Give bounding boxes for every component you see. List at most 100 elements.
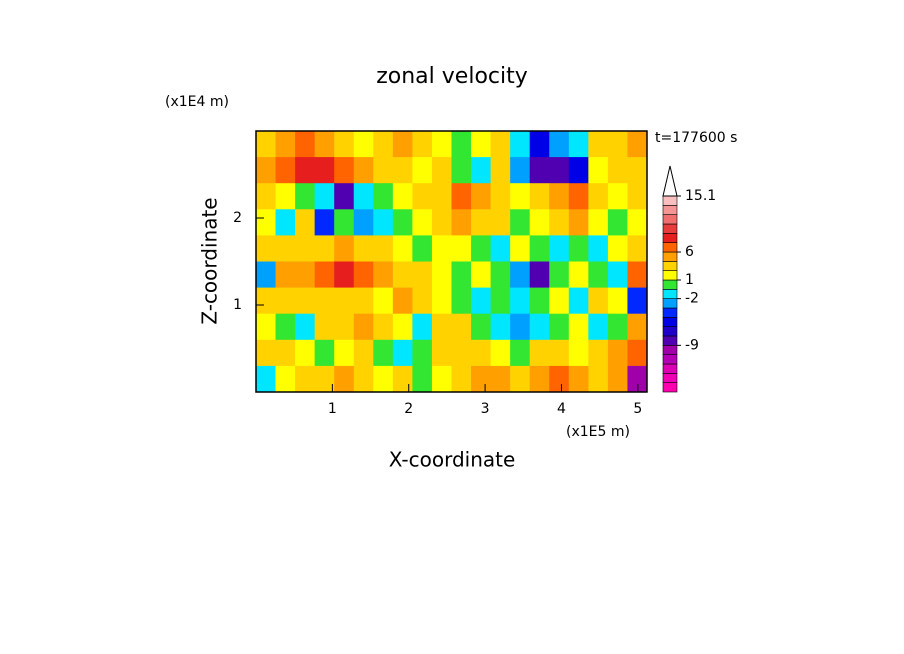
field-cell	[510, 287, 531, 315]
field-cell	[314, 287, 335, 315]
field-cell	[607, 183, 628, 210]
field-cell	[412, 183, 433, 210]
field-cell	[568, 287, 589, 315]
field-cell	[451, 261, 472, 289]
field-cell	[412, 339, 433, 367]
field-cell	[353, 157, 374, 184]
field-cell	[627, 235, 648, 262]
field-cell	[392, 261, 413, 289]
field-cell	[314, 261, 335, 289]
field-cell	[588, 365, 609, 393]
field-cell	[471, 261, 492, 289]
field-cell	[334, 235, 355, 262]
field-cell	[490, 313, 511, 341]
field-cell	[256, 183, 277, 210]
field-cell	[373, 313, 394, 341]
field-cell	[529, 365, 550, 393]
field-cell	[256, 261, 277, 289]
field-cell	[607, 287, 628, 315]
field-cell	[275, 287, 296, 315]
field-cell	[529, 287, 550, 315]
y-tick-label: 2	[233, 210, 242, 226]
field-cell	[490, 365, 511, 393]
field-cell	[451, 365, 472, 393]
plot-frame	[255, 130, 648, 393]
field-cell	[295, 313, 316, 341]
field-cell	[627, 209, 648, 236]
field-cell	[412, 313, 433, 341]
chart-title: zonal velocity	[376, 64, 528, 89]
x-axis-label: X-coordinate	[389, 448, 516, 472]
field-cell	[549, 157, 570, 184]
field-cell	[510, 365, 531, 393]
field-cell	[588, 235, 609, 262]
field-cell	[334, 287, 355, 315]
field-cell	[510, 209, 531, 236]
field-cell	[549, 313, 570, 341]
field-cell	[568, 183, 589, 210]
field-cell	[314, 235, 335, 262]
y-tick-label: 1	[233, 297, 242, 313]
field-cell	[471, 183, 492, 210]
field-cell	[510, 183, 531, 210]
field-cell	[549, 287, 570, 315]
field-cell	[353, 287, 374, 315]
field-cell	[490, 339, 511, 367]
time-label: t=177600 s	[655, 130, 737, 146]
colorbar-band	[662, 363, 678, 374]
field-cell	[529, 209, 550, 236]
field-cell	[353, 365, 374, 393]
field-cell	[314, 131, 335, 158]
field-cell	[607, 157, 628, 184]
field-cell	[588, 157, 609, 184]
field-cell	[431, 287, 452, 315]
field-cell	[295, 261, 316, 289]
field-cell	[607, 235, 628, 262]
y-unit: (x1E4 m)	[165, 94, 229, 110]
field-cell	[295, 235, 316, 262]
field-cell	[295, 183, 316, 210]
field-cell	[314, 339, 335, 367]
field-cell	[490, 287, 511, 315]
field-cell	[392, 339, 413, 367]
field-cell	[392, 131, 413, 158]
field-cell	[373, 365, 394, 393]
field-cell	[373, 235, 394, 262]
x-unit: (x1E5 m)	[566, 424, 630, 440]
field-cell	[275, 235, 296, 262]
field-cell	[334, 131, 355, 158]
field-cell	[275, 131, 296, 158]
x-tick-label: 5	[633, 401, 642, 417]
field-cell	[451, 209, 472, 236]
field-cell	[392, 183, 413, 210]
field-cell	[392, 209, 413, 236]
field-cell	[373, 261, 394, 289]
field-cell	[549, 209, 570, 236]
field-cell	[431, 365, 452, 393]
field-cell	[431, 313, 452, 341]
field-cell	[607, 209, 628, 236]
field-cell	[451, 313, 472, 341]
field-cell	[295, 365, 316, 393]
field-cell	[510, 235, 531, 262]
field-cell	[431, 339, 452, 367]
field-cell	[529, 261, 550, 289]
field-cell	[568, 157, 589, 184]
field-cell	[353, 235, 374, 262]
colorbar-band	[662, 242, 678, 253]
field-cell	[588, 131, 609, 158]
field-cell	[529, 235, 550, 262]
field-cell	[451, 339, 472, 367]
field-cell	[334, 157, 355, 184]
field-cell	[627, 183, 648, 210]
colorbar-band	[662, 261, 678, 271]
field-cell	[588, 287, 609, 315]
field-cell	[314, 209, 335, 236]
field-cell	[412, 261, 433, 289]
field-cell	[392, 365, 413, 393]
field-cell	[412, 365, 433, 393]
field-cell	[568, 209, 589, 236]
field-cell	[256, 313, 277, 341]
field-cell	[529, 313, 550, 341]
